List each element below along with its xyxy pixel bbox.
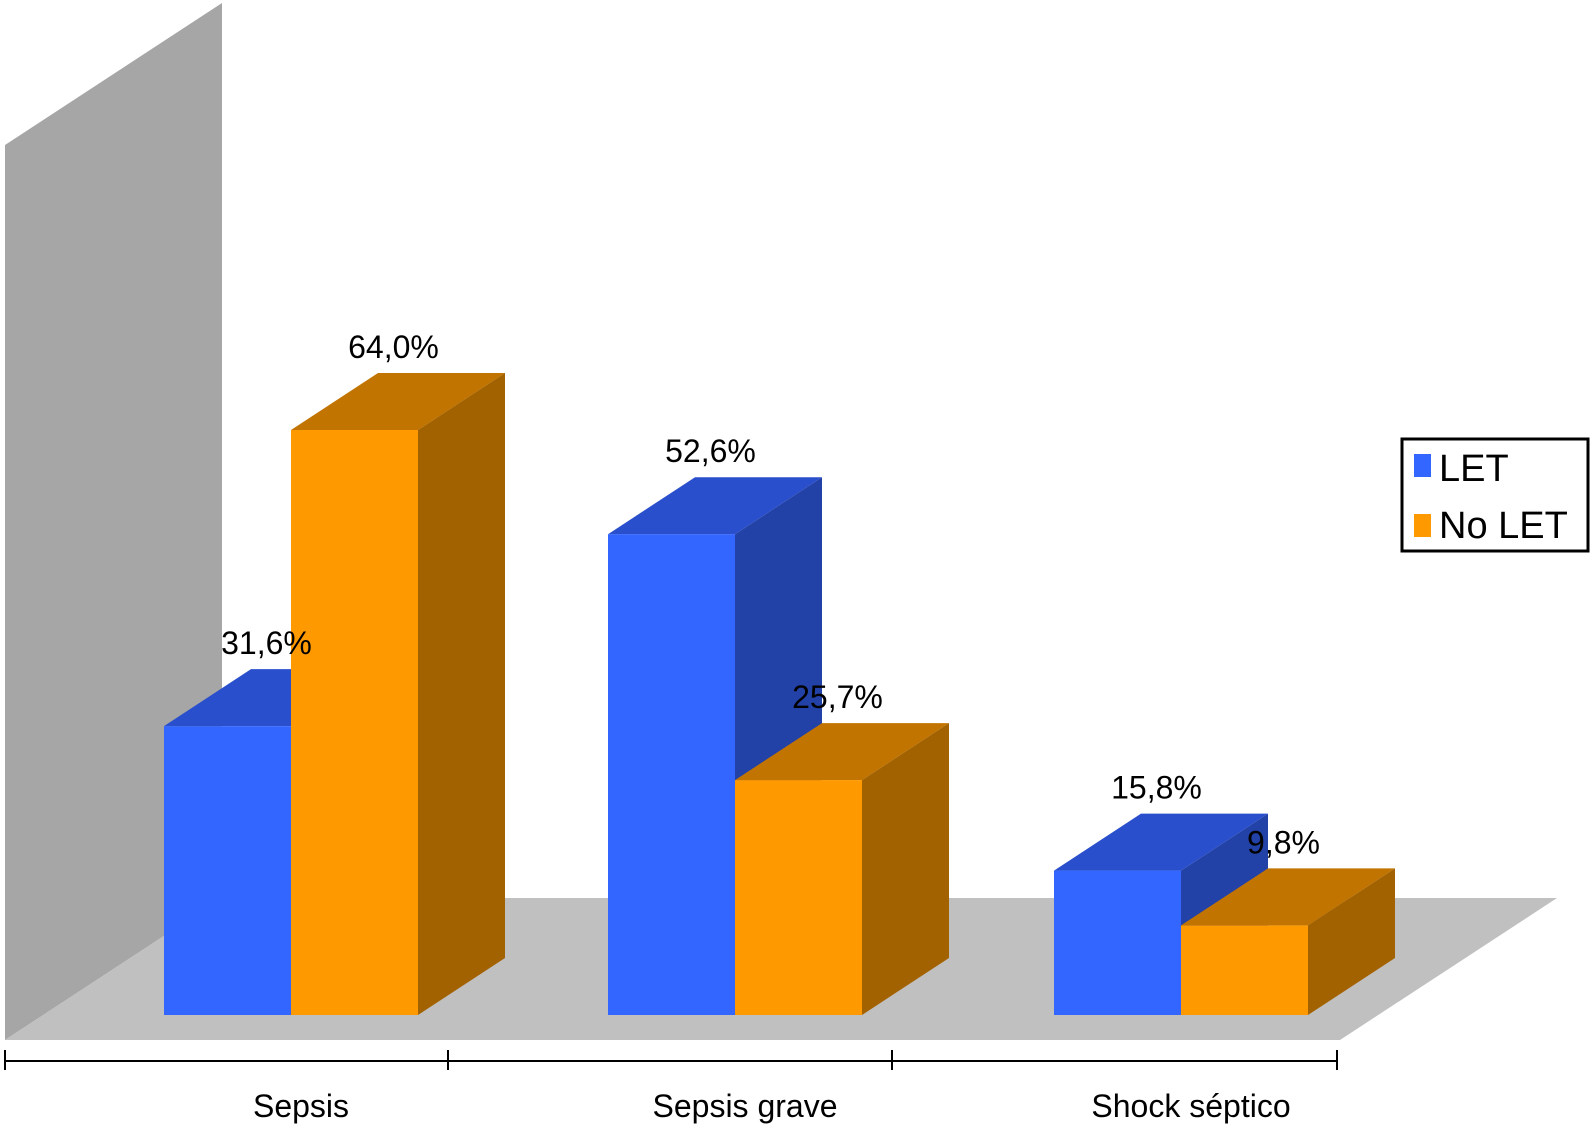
bar-front xyxy=(1054,870,1181,1015)
legend-label-let: LET xyxy=(1439,448,1509,490)
bar-no-let-0 xyxy=(291,373,505,1015)
bar-side xyxy=(1308,868,1395,1015)
legend-swatch-no-let xyxy=(1414,514,1431,537)
bar-side xyxy=(862,723,949,1015)
bar-front xyxy=(291,430,418,1015)
data-label: 15,8% xyxy=(1111,770,1202,806)
bar-side xyxy=(418,373,505,1015)
legend: LET No LET xyxy=(1400,437,1590,553)
data-label: 64,0% xyxy=(348,329,439,365)
data-label: 9,8% xyxy=(1247,824,1320,860)
category-label: Sepsis xyxy=(253,1088,349,1124)
bar-top xyxy=(735,723,949,781)
data-label: 25,7% xyxy=(792,679,883,715)
bar-no-let-1 xyxy=(735,723,949,1015)
bar-front xyxy=(1181,925,1308,1015)
legend-label-no-let: No LET xyxy=(1439,505,1568,547)
bar-front xyxy=(608,534,735,1015)
legend-box xyxy=(1400,437,1590,553)
data-label: 52,6% xyxy=(665,433,756,469)
bar-front xyxy=(164,726,291,1015)
bar-front xyxy=(735,780,862,1015)
bar-top xyxy=(1054,813,1268,871)
category-label: Sepsis grave xyxy=(653,1088,838,1124)
legend-swatch-let xyxy=(1414,454,1431,477)
data-label: 31,6% xyxy=(221,625,312,661)
category-label: Shock séptico xyxy=(1091,1088,1290,1124)
bar-top xyxy=(291,373,505,430)
bar-no-let-2 xyxy=(1181,868,1395,1015)
bar-top xyxy=(608,477,822,535)
bar-top xyxy=(1181,868,1395,926)
